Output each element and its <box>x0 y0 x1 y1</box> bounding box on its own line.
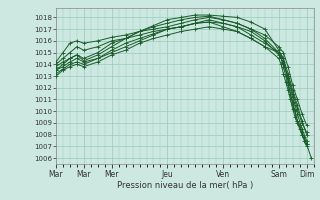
X-axis label: Pression niveau de la mer( hPa ): Pression niveau de la mer( hPa ) <box>117 181 253 190</box>
